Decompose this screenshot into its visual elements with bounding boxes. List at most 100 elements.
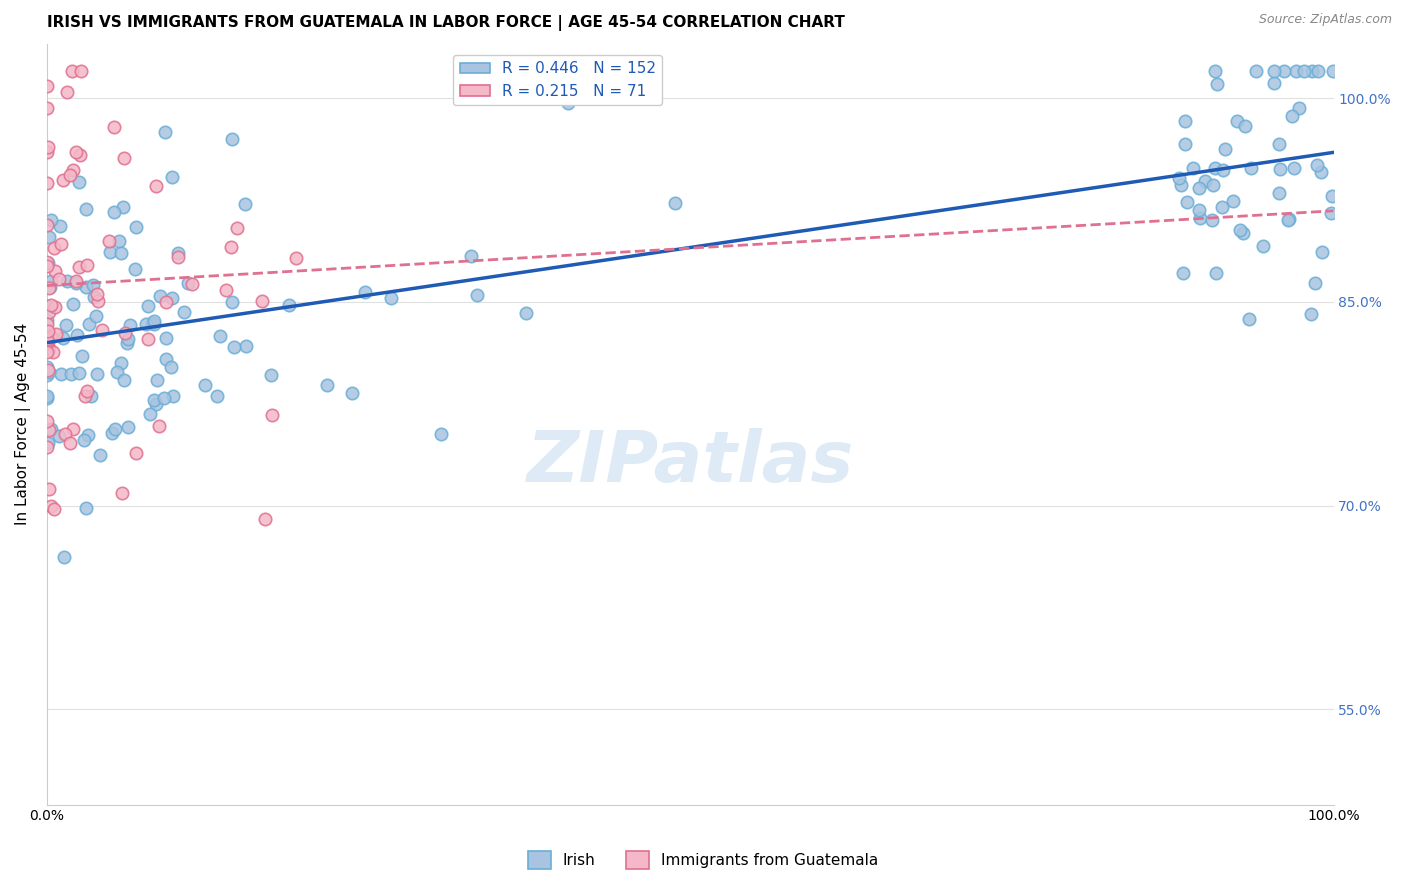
Point (38, 230, 60, 244)
Point (1229, 223, 1251, 237)
Point (75, 501, 97, 516)
Point (84, 309, 107, 323)
Point (98, 235, 121, 249)
Point (69, 148, 91, 162)
Point (39, 329, 62, 343)
Point (145, 397, 167, 411)
Point (160, 170, 183, 185)
Point (1171, 266, 1194, 280)
Point (80, 389, 103, 403)
Point (557, 95, 579, 110)
Point (35, 391, 58, 405)
Point (48, 428, 70, 442)
Point (340, 386, 363, 401)
Point (35, 359, 58, 374)
Point (37, 145, 59, 160)
Point (108, 235, 131, 249)
Point (37, 363, 59, 377)
Point (37, 256, 59, 270)
Point (86, 287, 108, 301)
Point (53, 549, 76, 564)
Point (1202, 178, 1225, 193)
Point (105, 365, 128, 379)
Point (38, 423, 60, 437)
Point (380, 292, 402, 306)
Point (39, 213, 62, 227)
Point (215, 283, 238, 297)
Point (1188, 211, 1211, 225)
Point (1294, 63, 1316, 78)
Point (70, 349, 93, 363)
Point (35, 334, 58, 348)
Point (1211, 200, 1233, 214)
Point (1204, 63, 1226, 78)
Point (138, 332, 160, 346)
Point (162, 389, 184, 403)
Point (1263, 63, 1285, 78)
Point (1310, 244, 1333, 259)
Point (37, 260, 59, 274)
Point (221, 132, 243, 146)
Point (205, 389, 228, 403)
Point (37, 344, 59, 359)
Point (176, 276, 198, 290)
Point (153, 125, 176, 139)
Point (353, 285, 375, 300)
Point (135, 317, 157, 331)
Point (86, 368, 108, 382)
Point (1237, 312, 1260, 326)
Point (111, 200, 134, 214)
Point (1308, 63, 1330, 78)
Point (259, 368, 281, 382)
Point (42, 345, 65, 359)
Point (76, 428, 98, 442)
Point (75, 280, 97, 294)
Point (52, 173, 75, 187)
Point (53, 427, 76, 442)
Point (145, 373, 167, 387)
Point (1301, 63, 1323, 78)
Point (42, 241, 65, 255)
Point (62, 63, 84, 78)
Point (1213, 143, 1236, 157)
Point (138, 299, 160, 313)
Point (143, 317, 166, 331)
Point (1174, 114, 1197, 128)
Point (45, 326, 67, 341)
Point (42, 502, 65, 516)
Point (181, 277, 204, 291)
Point (37, 140, 59, 154)
Point (37, 389, 59, 403)
Point (1268, 162, 1291, 177)
Point (148, 419, 170, 434)
Point (1174, 137, 1197, 152)
Point (167, 250, 190, 264)
Point (37, 299, 59, 313)
Point (1268, 136, 1291, 151)
Point (1232, 226, 1254, 240)
Point (60, 367, 83, 381)
Point (1277, 213, 1299, 227)
Point (35, 341, 58, 355)
Point (73, 434, 96, 448)
Point (37, 317, 59, 331)
Point (125, 446, 148, 460)
Point (125, 220, 148, 235)
Point (35, 218, 58, 232)
Point (75, 202, 97, 216)
Point (194, 378, 217, 392)
Point (1188, 180, 1211, 194)
Text: IRISH VS IMMIGRANTS FROM GUATEMALA IN LABOR FORCE | AGE 45-54 CORRELATION CHART: IRISH VS IMMIGRANTS FROM GUATEMALA IN LA… (46, 15, 845, 31)
Point (1212, 162, 1234, 177)
Point (48, 271, 70, 285)
Point (70, 63, 93, 78)
Point (149, 289, 172, 303)
Point (39, 422, 62, 436)
Legend: Irish, Immigrants from Guatemala: Irish, Immigrants from Guatemala (522, 845, 884, 875)
Point (117, 419, 139, 434)
Point (117, 332, 139, 346)
Point (115, 335, 138, 350)
Point (664, 196, 686, 211)
Point (1240, 161, 1263, 176)
Point (51, 367, 73, 381)
